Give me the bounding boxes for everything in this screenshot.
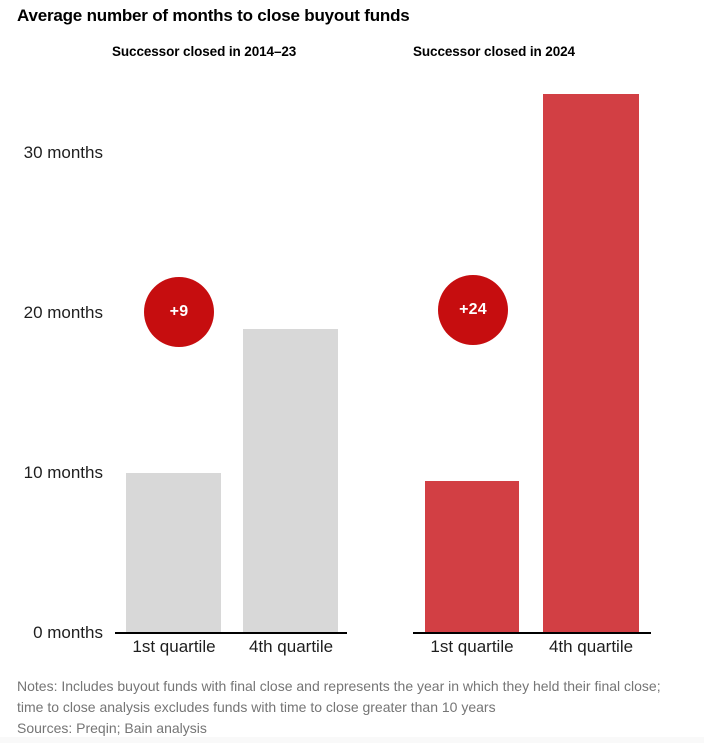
bar-2024-4th-quartile [543, 94, 639, 633]
category-label-4th-quartile: 4th quartile [548, 637, 634, 656]
category-label-4th-quartile: 4th quartile [248, 637, 334, 656]
chart-title: Average number of months to close buyout… [17, 6, 410, 25]
panel-subtitle-2014-23: Successor closed in 2014–23 [112, 44, 297, 59]
y-tick-0-months: 0 months [33, 623, 103, 642]
sources-text: Sources: Preqin; Bain analysis [17, 720, 207, 736]
category-label-1st-quartile: 1st quartile [132, 637, 216, 656]
bar-2014-23-1st-quartile [126, 473, 221, 633]
delta-badge-plus-9: +9 [144, 277, 214, 347]
bar-2014-23-4th-quartile [243, 329, 338, 633]
bar-2024-1st-quartile [425, 481, 519, 633]
footnotes: Notes: Includes buyout funds with final … [17, 676, 672, 739]
x-axis-line-2014-23 [115, 632, 347, 634]
y-tick-30-months: 30 months [23, 143, 103, 162]
delta-badge-label: +9 [169, 303, 189, 320]
panel-subtitle-2024: Successor closed in 2024 [413, 44, 575, 59]
y-tick-20-months: 20 months [23, 303, 103, 322]
category-label-1st-quartile: 1st quartile [430, 637, 514, 656]
notes-text: Notes: Includes buyout funds with final … [17, 678, 661, 715]
y-tick-10-months: 10 months [23, 463, 103, 482]
delta-badge-label: +24 [459, 301, 487, 318]
delta-badge-plus-24: +24 [438, 275, 508, 345]
bottom-divider-strip [0, 737, 704, 743]
x-axis-line-2024 [413, 632, 651, 634]
